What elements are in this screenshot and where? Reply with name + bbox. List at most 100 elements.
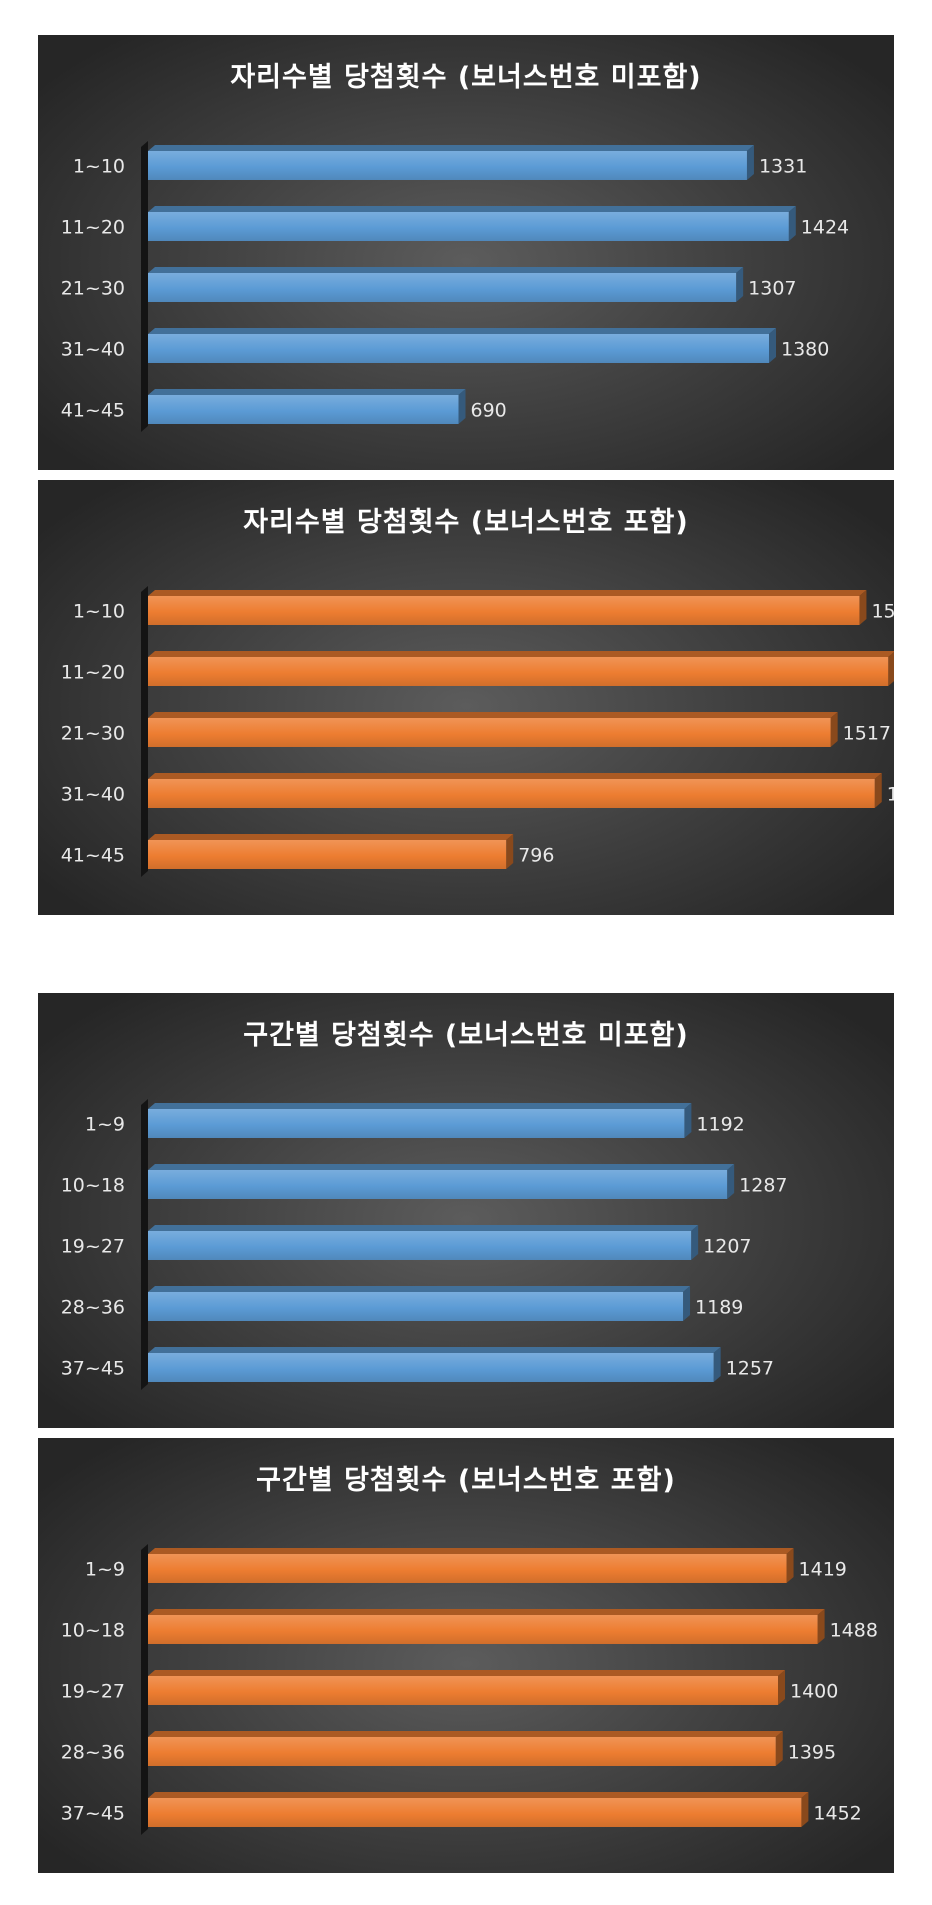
data-label: 1419 <box>799 1559 847 1581</box>
axis-wall <box>141 1544 148 1835</box>
bar <box>148 1103 692 1138</box>
bar-side-face <box>506 834 514 869</box>
data-label: 1452 <box>813 1803 861 1825</box>
bar-side-face <box>888 652 894 686</box>
bar-top-face <box>148 389 466 395</box>
category-label: 21~30 <box>61 723 125 745</box>
bar <box>148 651 894 686</box>
data-label: 1307 <box>748 278 796 300</box>
category-label: 19~27 <box>61 1236 125 1258</box>
bar-chart: 1~10 1331 11~20 1424 21~30 1307 31~40 1380 41~45… <box>61 141 849 432</box>
bar-side-face <box>458 389 466 424</box>
bar-side-face <box>788 206 796 241</box>
bar-chart: 1~9 1419 10~18 1488 19~27 1400 28~36 1395 37~45 1… <box>61 1544 878 1835</box>
bar-side-face <box>817 1609 825 1644</box>
bar-side-face <box>874 773 882 808</box>
data-label: 796 <box>518 845 554 867</box>
bar-chart: 1~9 1192 10~18 1287 19~27 1207 28~36 1189 37~45 1… <box>61 1099 788 1390</box>
bar-top-face <box>148 1792 809 1798</box>
bar <box>148 1670 785 1705</box>
bar-side-face <box>769 328 776 363</box>
bar-top-face <box>148 1731 783 1737</box>
data-label: 1517 <box>843 723 891 745</box>
bar <box>148 328 776 363</box>
bar-top-face <box>148 1225 699 1231</box>
bar-side-face <box>859 590 867 625</box>
bar-front-face <box>148 212 789 241</box>
bar-front-face <box>148 1109 685 1138</box>
data-label: 1615 <box>887 784 894 806</box>
bar-front-face <box>148 273 737 302</box>
category-label: 41~45 <box>61 845 125 867</box>
bar-front-face <box>148 718 831 747</box>
data-label: 1581 <box>871 601 894 623</box>
chart-title: 자리수별 당첨횟수 (보너스번호 미포함) <box>230 62 702 93</box>
bar-top-face <box>148 1609 825 1615</box>
bar-top-face <box>148 145 754 151</box>
data-label: 1395 <box>788 1742 836 1764</box>
bar-front-face <box>148 395 459 424</box>
category-label: 11~20 <box>61 217 125 239</box>
data-label: 1207 <box>703 1236 751 1258</box>
bar <box>148 1609 825 1644</box>
bar-top-face <box>148 1670 785 1676</box>
bar-front-face <box>148 1798 802 1827</box>
bar-front-face <box>148 1231 692 1260</box>
bar <box>148 1548 794 1583</box>
bar-side-face <box>736 267 744 302</box>
bar-top-face <box>148 590 867 596</box>
category-label: 37~45 <box>61 1803 125 1825</box>
bar-top-face <box>148 1286 691 1292</box>
bar-side-face <box>684 1103 692 1138</box>
bar-side-face <box>691 1225 699 1260</box>
bar-side-face <box>830 712 838 747</box>
category-label: 1~10 <box>73 156 125 178</box>
data-label: 1189 <box>695 1297 743 1319</box>
bar-chart: 1~10158111~20164521~30151731~40161541~45… <box>61 586 894 877</box>
data-label: 1257 <box>726 1358 774 1380</box>
chart-title: 구간별 당첨횟수 (보너스번호 미포함) <box>243 1020 689 1051</box>
chart-panel-range-incl-bonus: 구간별 당첨횟수 (보너스번호 포함) 1~9 1419 10~18 1488 19~2… <box>38 1438 894 1873</box>
bar <box>148 773 882 808</box>
category-label: 19~27 <box>61 1681 125 1703</box>
bar <box>148 206 796 241</box>
bar-front-face <box>148 779 875 808</box>
bar-front-face <box>148 596 860 625</box>
category-label: 37~45 <box>61 1358 125 1380</box>
bar <box>148 834 514 869</box>
bar-front-face <box>148 1353 714 1382</box>
bar-front-face <box>148 1554 787 1583</box>
bar-side-face <box>683 1286 691 1321</box>
bar-side-face <box>775 1731 783 1766</box>
bar-side-face <box>713 1347 721 1382</box>
axis-wall <box>141 1099 148 1390</box>
bar-front-face <box>148 151 747 180</box>
bar <box>148 1792 809 1827</box>
bar <box>148 389 466 424</box>
bar <box>148 1347 721 1382</box>
chart-title: 자리수별 당첨횟수 (보너스번호 포함) <box>243 507 689 538</box>
data-label: 1192 <box>696 1114 744 1136</box>
bar-side-face <box>778 1670 785 1705</box>
bar-side-face <box>801 1792 809 1827</box>
data-label: 1424 <box>801 217 849 239</box>
data-label: 1380 <box>781 339 829 361</box>
bar-top-face <box>148 1347 721 1353</box>
category-label: 28~36 <box>61 1742 125 1764</box>
bar-side-face <box>746 145 754 180</box>
bar-front-face <box>148 334 769 363</box>
bar <box>148 1225 699 1260</box>
category-label: 1~9 <box>85 1114 125 1136</box>
bar-top-face <box>148 206 796 212</box>
category-label: 1~10 <box>73 601 125 623</box>
bar-top-face <box>148 712 838 718</box>
bar-top-face <box>148 1103 692 1109</box>
data-label: 1400 <box>790 1681 838 1703</box>
bar-top-face <box>148 1548 794 1554</box>
bar-top-face <box>148 1164 735 1170</box>
bar-front-face <box>148 1676 778 1705</box>
bar <box>148 267 744 302</box>
bar <box>148 1286 691 1321</box>
bar-front-face <box>148 840 507 869</box>
bar <box>148 1731 783 1766</box>
